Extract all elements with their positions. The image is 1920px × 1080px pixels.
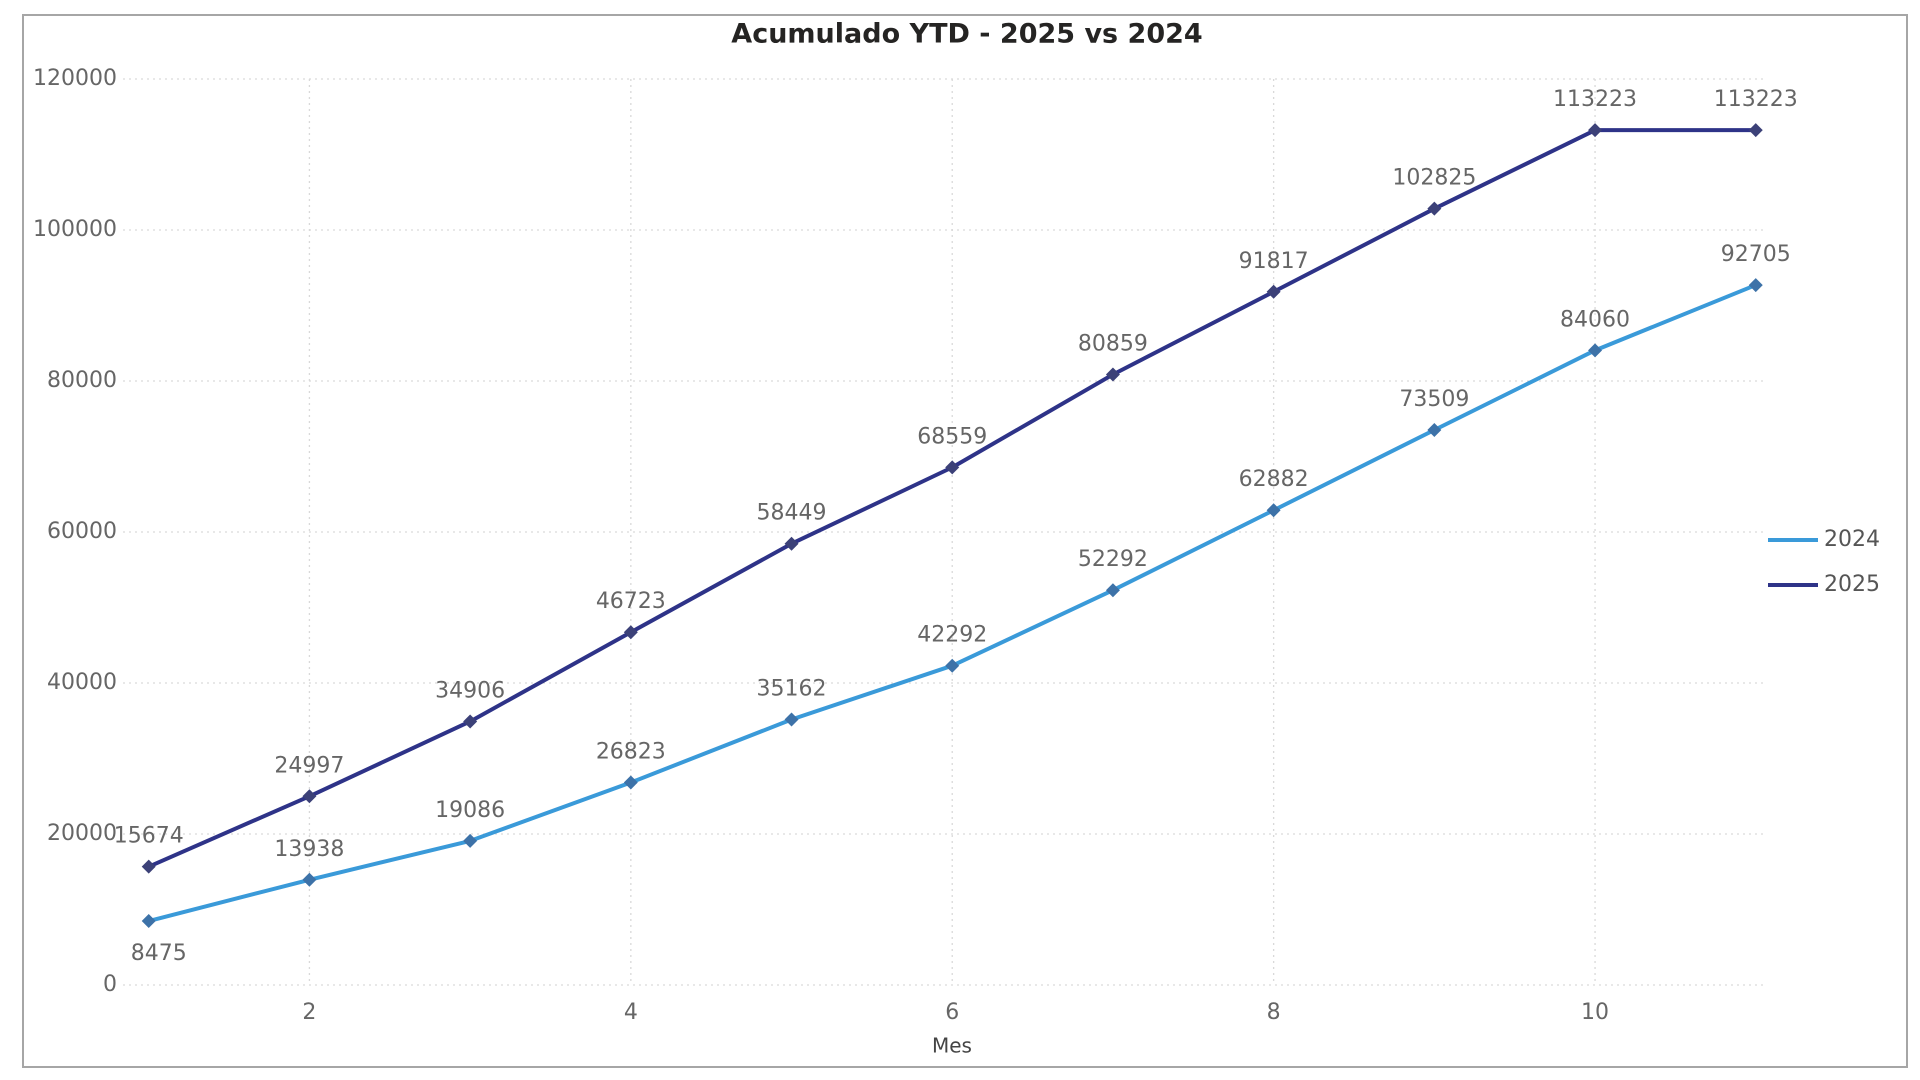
marker [1588,343,1603,358]
x-axis-title: Mes [932,1034,972,1058]
marker [1266,284,1281,299]
marker [623,775,638,790]
y-tick-label: 20000 [47,821,117,846]
y-tick-label: 0 [103,972,117,997]
data-label: 24997 [274,753,344,778]
legend-label: 2024 [1824,527,1880,552]
marker [1427,423,1442,438]
marker [1588,123,1603,138]
y-tick-label: 40000 [47,670,117,695]
plot: 8475 13938 19086 26823 35162 42292 52292 62882 7… [114,87,1798,966]
chart-frame [22,14,1908,1068]
x-tick-label: 6 [945,1000,959,1025]
data-label: 19086 [435,798,505,823]
data-label: 113223 [1714,87,1798,112]
data-label: 42292 [917,623,987,648]
legend: 2024 2025 [1768,527,1880,597]
marker [623,625,638,640]
data-label: 35162 [757,677,827,702]
data-label: 8475 [131,941,187,966]
data-label: 113223 [1553,87,1637,112]
data-label: 62882 [1239,467,1309,492]
marker [141,914,156,929]
grid: 0 20000 40000 60000 80000 100000 120000 2 4 6 8 10 [33,66,1767,1025]
marker [1105,583,1120,598]
data-label: 84060 [1560,307,1630,332]
x-tick-label: 8 [1267,1000,1281,1025]
y-tick-label: 120000 [33,66,117,91]
data-label: 52292 [1078,547,1148,572]
chart-title: Acumulado YTD - 2025 vs 2024 [731,19,1202,50]
marker [302,789,317,804]
data-label: 15674 [114,824,184,849]
marker [945,658,960,673]
data-label: 46723 [596,589,666,614]
marker [1427,201,1442,216]
data-label: 91817 [1239,249,1309,274]
legend-label: 2025 [1824,572,1880,597]
marker [945,460,960,475]
data-label: 92705 [1721,242,1791,267]
data-label: 68559 [917,424,987,449]
marker [1748,123,1763,138]
marker [302,872,317,887]
marker [1105,367,1120,382]
x-tick-label: 4 [624,1000,638,1025]
data-label: 73509 [1399,387,1469,412]
marker [784,536,799,551]
y-tick-label: 80000 [47,368,117,393]
marker [1748,278,1763,293]
data-label: 80859 [1078,332,1148,357]
marker [1266,503,1281,518]
data-label: 13938 [274,837,344,862]
data-label: 34906 [435,678,505,703]
data-label: 58449 [757,501,827,526]
data-label: 26823 [596,739,666,764]
marker [141,859,156,874]
x-tick-label: 2 [302,1000,316,1025]
data-label: 102825 [1392,166,1476,191]
marker [784,712,799,727]
marker [463,833,478,848]
marker [463,714,478,729]
y-tick-label: 60000 [47,519,117,544]
x-tick-label: 10 [1581,1000,1609,1025]
y-tick-label: 100000 [33,217,117,242]
